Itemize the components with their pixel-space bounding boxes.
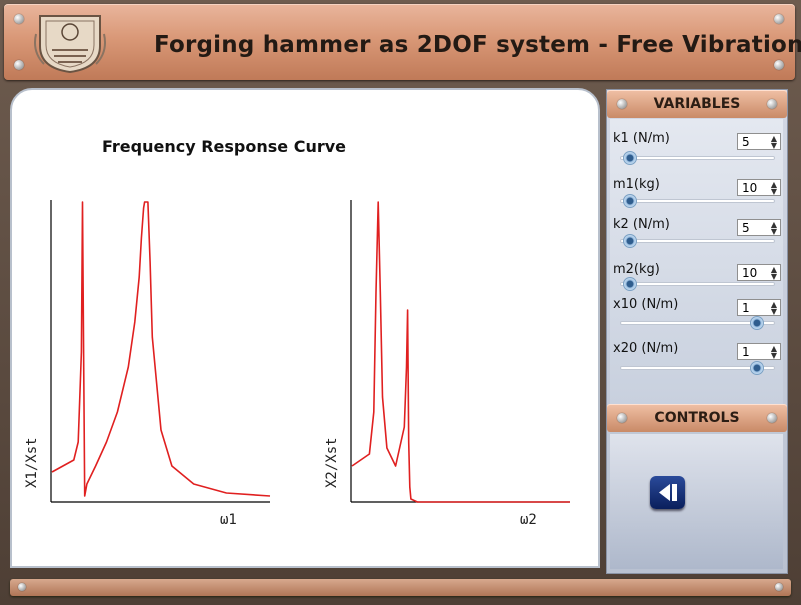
rivet-icon	[774, 60, 784, 70]
spinner-arrows-icon[interactable]: ▲ ▼	[770, 180, 777, 196]
variables-panel: k1 (N/m) 5 ▲ ▼ m1(kg) 10 ▲ ▼ k2 (N/m) 5 ▲ ▼ m2…	[610, 119, 783, 406]
x20-slider-track[interactable]	[620, 366, 775, 370]
spinner-arrows-icon[interactable]: ▲ ▼	[770, 344, 777, 360]
rivet-icon	[18, 583, 26, 591]
play-pause-button[interactable]	[650, 476, 685, 509]
spinner-arrows-icon[interactable]: ▲ ▼	[770, 300, 777, 316]
rivet-icon	[775, 583, 783, 591]
rivet-icon	[14, 14, 24, 24]
rivet-icon	[774, 14, 784, 24]
m1-spinner[interactable]: 10 ▲ ▼	[737, 179, 781, 196]
plot2-ylabel: X2/Xst	[324, 437, 340, 488]
k2-slider-thumb[interactable]	[622, 234, 637, 248]
title-bar: Forging hammer as 2DOF system - Free Vib…	[4, 4, 801, 80]
m1-slider-thumb[interactable]	[622, 194, 637, 208]
sidebar: VARIABLES k1 (N/m) 5 ▲ ▼ m1(kg) 10 ▲ ▼ k2 (N…	[606, 89, 788, 574]
k1-slider-track[interactable]	[620, 156, 775, 160]
plot2-xlabel: ω2	[520, 512, 537, 528]
var-label-x10: x10 (N/m)	[613, 297, 679, 312]
plot-x1	[50, 200, 271, 503]
page-title: Forging hammer as 2DOF system - Free Vib…	[154, 32, 801, 58]
chart-title: Frequency Response Curve	[102, 137, 346, 156]
var-label-m1: m1(kg)	[613, 177, 660, 192]
x10-slider-track[interactable]	[620, 321, 775, 325]
x10-spinner[interactable]: 1 ▲ ▼	[737, 299, 781, 316]
k1-spinner[interactable]: 5 ▲ ▼	[737, 133, 781, 150]
footer-bar	[10, 579, 791, 596]
var-label-x20: x20 (N/m)	[613, 341, 679, 356]
plot1-ylabel: X1/Xst	[24, 437, 40, 488]
response-curve	[351, 201, 570, 503]
play-pause-icon	[659, 484, 677, 501]
chart-panel	[10, 88, 600, 568]
rivet-icon	[767, 99, 777, 109]
rivet-icon	[617, 413, 627, 423]
spinner-arrows-icon[interactable]: ▲ ▼	[770, 220, 777, 236]
spinner-arrows-icon[interactable]: ▲ ▼	[770, 265, 777, 281]
var-label-k1: k1 (N/m)	[613, 131, 670, 146]
m1-slider-track[interactable]	[620, 199, 775, 203]
x20-slider-thumb[interactable]	[749, 361, 764, 375]
k2-slider-track[interactable]	[620, 239, 775, 243]
variables-header-label: VARIABLES	[653, 96, 741, 112]
k2-spinner[interactable]: 5 ▲ ▼	[737, 219, 781, 236]
rivet-icon	[14, 60, 24, 70]
m2-slider-thumb[interactable]	[622, 277, 637, 291]
institute-logo-icon	[34, 15, 106, 74]
m2-slider-track[interactable]	[620, 282, 775, 286]
response-curve	[51, 201, 271, 497]
rivet-icon	[767, 413, 777, 423]
controls-panel	[610, 434, 783, 569]
var-label-k2: k2 (N/m)	[613, 217, 670, 232]
m2-spinner[interactable]: 10 ▲ ▼	[737, 264, 781, 281]
var-label-m2: m2(kg)	[613, 262, 660, 277]
controls-header: CONTROLS	[607, 404, 787, 432]
variables-header: VARIABLES	[607, 90, 787, 118]
plot-x2	[350, 200, 570, 503]
controls-header-label: CONTROLS	[654, 410, 740, 426]
rivet-icon	[617, 99, 627, 109]
spinner-arrows-icon[interactable]: ▲ ▼	[770, 134, 777, 150]
x20-spinner[interactable]: 1 ▲ ▼	[737, 343, 781, 360]
plot1-xlabel: ω1	[220, 512, 237, 528]
k1-slider-thumb[interactable]	[622, 151, 637, 165]
x10-slider-thumb[interactable]	[749, 316, 764, 330]
